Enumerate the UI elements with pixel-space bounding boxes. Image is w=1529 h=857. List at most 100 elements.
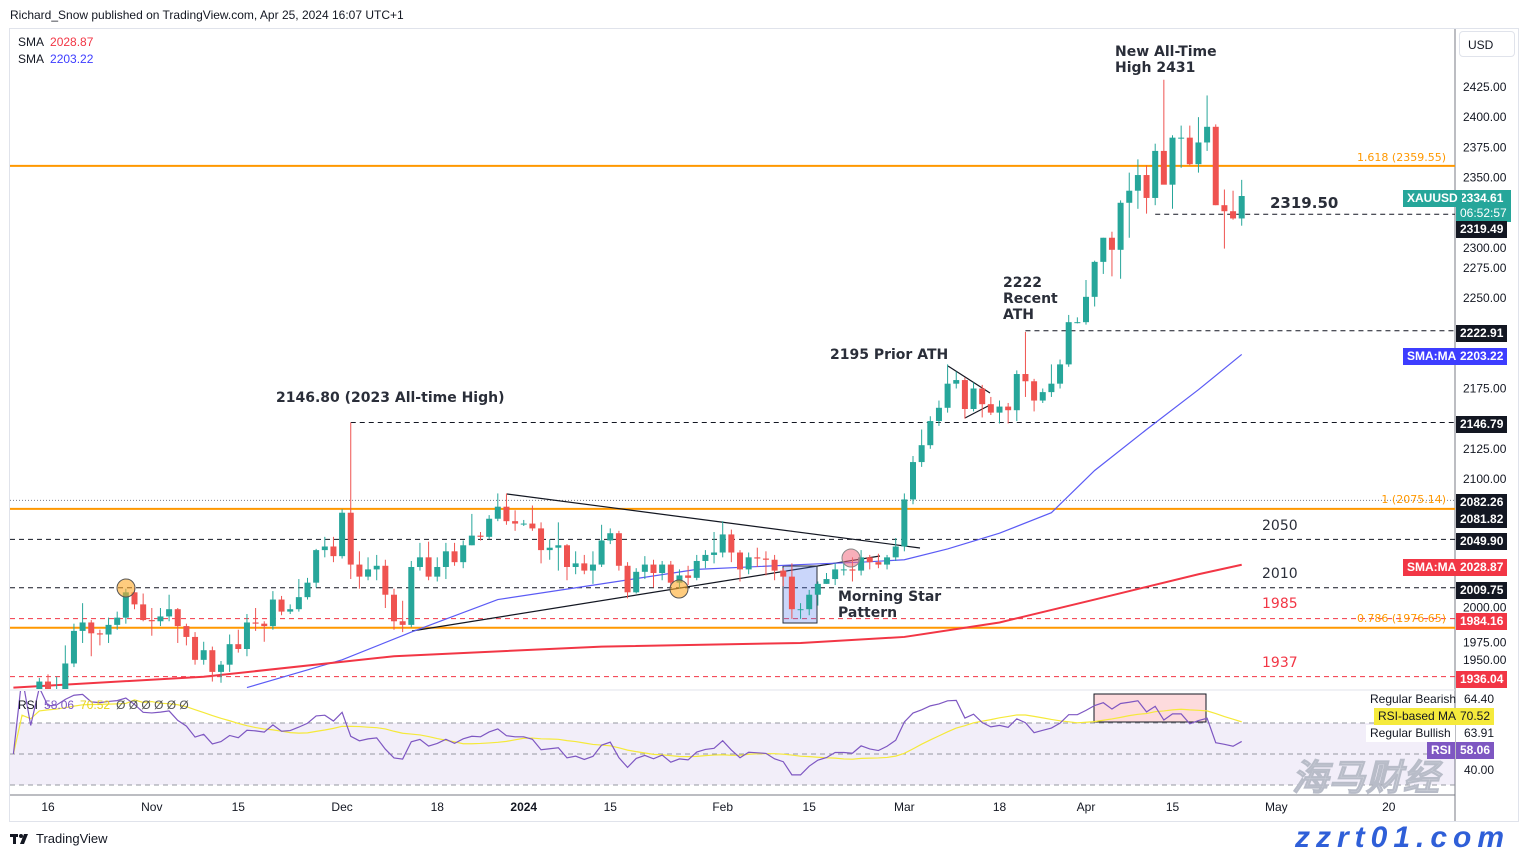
- price-tick: 2400.00: [1463, 110, 1507, 124]
- candle-body: [330, 546, 337, 557]
- candle-body: [1238, 196, 1245, 219]
- candle: [408, 560, 415, 628]
- candle-body: [607, 533, 614, 541]
- candle-body: [157, 616, 164, 622]
- candle-body: [96, 633, 103, 635]
- candle: [641, 556, 648, 580]
- candle: [953, 371, 960, 389]
- candle: [295, 579, 302, 612]
- candle: [209, 646, 216, 682]
- candle: [1178, 125, 1185, 168]
- sma-label: SMA: [18, 35, 45, 49]
- candle: [512, 510, 519, 531]
- candle-body: [252, 622, 259, 624]
- candle-body: [399, 621, 406, 625]
- candle-body: [1065, 322, 1072, 365]
- candle-body: [858, 557, 865, 571]
- candle: [425, 541, 432, 581]
- candle: [1083, 279, 1089, 325]
- candle: [823, 573, 830, 584]
- candle: [650, 559, 657, 588]
- candle-body: [832, 569, 839, 580]
- candle-body: [1031, 381, 1038, 401]
- candle: [572, 551, 579, 575]
- candle: [1126, 172, 1133, 238]
- candle-body: [1169, 137, 1176, 185]
- candle-body: [702, 554, 709, 561]
- last-price: 2334.61: [1460, 191, 1504, 205]
- candle: [304, 577, 311, 600]
- sma-200-legend[interactable]: SMA 2028.87: [18, 35, 99, 49]
- chart-frame: [9, 28, 1519, 822]
- candle-body: [313, 550, 320, 583]
- candle-body: [615, 533, 622, 566]
- level-2050-label: 2050: [1262, 518, 1298, 534]
- candle-body: [347, 512, 354, 565]
- candle: [1091, 260, 1098, 307]
- price-tick: 2425.00: [1463, 80, 1507, 94]
- annotation-recent-ath: 2222: [1003, 275, 1042, 291]
- candle: [88, 620, 95, 657]
- candle-body: [1126, 190, 1133, 203]
- candle-body: [512, 521, 519, 524]
- price-axis-tag: 2319.49: [1456, 221, 1508, 238]
- candle-body: [598, 540, 605, 565]
- candle-body: [1230, 211, 1237, 219]
- candle-body: [996, 406, 1003, 413]
- rsi-value: 58.06: [44, 698, 75, 712]
- candle: [36, 677, 43, 689]
- candle: [62, 645, 69, 689]
- descending-trendline: [506, 493, 921, 549]
- rsi-bullish-value: 63.91: [1464, 726, 1495, 740]
- price-tick: 2250.00: [1463, 291, 1507, 305]
- sma-50-legend[interactable]: SMA 2203.22: [18, 52, 99, 66]
- candle: [806, 589, 813, 616]
- candle: [771, 554, 778, 581]
- candle: [399, 600, 406, 633]
- candle-body: [910, 462, 916, 500]
- currency-selector[interactable]: USD: [1459, 31, 1515, 57]
- price-axis-tag: 2049.90: [1456, 533, 1508, 550]
- candle: [970, 382, 977, 412]
- annotation-recent-ath: Recent: [1003, 291, 1058, 307]
- time-tick: 18: [431, 800, 445, 814]
- time-tick: 15: [604, 800, 618, 814]
- candle-body: [823, 579, 830, 584]
- candle: [218, 661, 224, 683]
- tradingview-branding[interactable]: TradingView: [10, 831, 108, 846]
- candle-body: [321, 546, 328, 551]
- candle: [624, 562, 631, 599]
- candle-body: [45, 681, 51, 689]
- candle-body: [719, 534, 726, 553]
- candle: [1186, 125, 1193, 166]
- candle-body: [62, 663, 69, 689]
- candle-body: [105, 624, 112, 635]
- candle: [356, 551, 363, 589]
- candle: [1238, 179, 1245, 226]
- candle: [1031, 378, 1038, 412]
- candle: [278, 595, 285, 616]
- candle: [226, 634, 233, 672]
- candle-body: [416, 557, 423, 567]
- candle: [56, 676, 58, 689]
- candle-body: [659, 564, 666, 574]
- candle-body: [192, 636, 199, 660]
- candle: [564, 544, 570, 581]
- rsi-legend[interactable]: RSI 58.06 70.52 Ø Ø Ø Ø Ø Ø: [18, 698, 195, 712]
- price-axis-tag: 2146.79: [1456, 416, 1508, 433]
- candle-body: [572, 563, 579, 567]
- candle-body: [927, 421, 934, 446]
- rsi-bearish-label: Regular Bearish: [1370, 692, 1457, 706]
- price-axis-tag: 1936.04: [1456, 671, 1508, 688]
- candle: [884, 554, 891, 570]
- candle-body: [243, 622, 250, 649]
- time-tick: May: [1265, 800, 1288, 814]
- price-tick: 2100.00: [1463, 472, 1507, 486]
- candle-body: [1048, 383, 1055, 393]
- candle-body: [711, 552, 718, 555]
- candle-body: [780, 570, 787, 577]
- candle: [693, 554, 700, 581]
- candle: [503, 493, 510, 525]
- candle-body: [866, 557, 873, 563]
